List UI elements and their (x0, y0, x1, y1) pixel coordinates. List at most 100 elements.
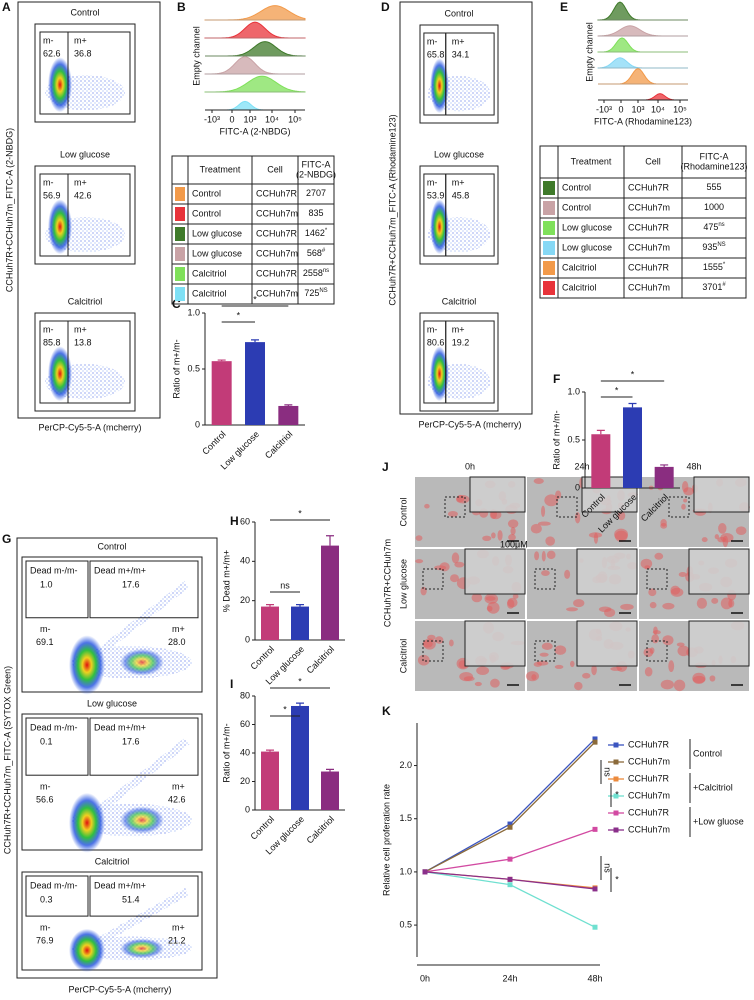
cell-text: Calcitriol (562, 282, 597, 292)
histogram-curve (597, 57, 688, 69)
cell-text: CCHuh7R (628, 262, 670, 272)
point (592, 736, 598, 742)
mark: # (722, 282, 726, 288)
legend-label: CCHuh7R (628, 739, 670, 749)
cell-blob (439, 562, 450, 572)
gate (89, 717, 199, 776)
x-tick-label: 0 (618, 104, 623, 114)
cell-blob (420, 586, 427, 596)
cell-blob (651, 634, 660, 644)
color-swatch (543, 181, 555, 195)
gate-name: m- (427, 177, 438, 187)
y-tick-label: 60 (240, 719, 250, 729)
cell-blob (644, 565, 651, 570)
legend-label: CCHuh7m (628, 824, 670, 834)
gate-name: m+ (452, 177, 465, 187)
gate-name: m- (40, 624, 51, 634)
value: 2558 (303, 268, 323, 278)
cell-blob (544, 494, 559, 507)
cell-blob (507, 519, 519, 528)
y-tick-label: 0 (245, 634, 250, 644)
cell-blob (530, 523, 542, 534)
cell-blob (447, 511, 458, 517)
cell-blob (644, 666, 653, 677)
zoom-box (422, 640, 444, 662)
y-tick-label: 0 (245, 804, 250, 814)
cell-blob (718, 522, 727, 534)
point (592, 924, 598, 930)
zoom-inset (576, 548, 638, 595)
cell-blob (683, 498, 688, 503)
gate-value: 51.4 (122, 894, 140, 904)
cell-value: 3701# (702, 282, 726, 293)
cell-blob (573, 599, 585, 608)
gate-name: m+ (172, 922, 185, 932)
panel-label: K (382, 704, 391, 718)
x-tick-label: -10³ (596, 104, 612, 114)
x-tick-label: Calcitriol (305, 814, 336, 845)
cell-blob (574, 681, 583, 691)
cell-blob (649, 601, 657, 609)
cell-blob (534, 551, 540, 561)
cell-blob (673, 679, 686, 692)
series-line (424, 738, 596, 873)
significance: * (237, 310, 241, 320)
error-bar (326, 768, 334, 772)
bar (321, 545, 339, 640)
x-tick-label: 10⁵ (288, 114, 302, 124)
gate-value: 0.1 (40, 736, 53, 746)
x-tick-label: -10³ (204, 114, 220, 124)
cell-value: 1555* (703, 262, 726, 273)
cell-text: CCHuh7m (628, 202, 670, 212)
gate-value: 80.6 (427, 337, 445, 347)
x-tick-label: 10⁵ (673, 104, 687, 114)
point (422, 869, 428, 875)
gate (89, 560, 199, 619)
zoom-box (646, 568, 668, 590)
panel-frame (16, 537, 218, 979)
scale-label: 100μM (500, 539, 528, 549)
gate-name: Dead m-/m- (30, 880, 78, 890)
cell-blob (670, 587, 684, 597)
column-header: Cell (645, 156, 661, 166)
cell-text: Low glucose (192, 228, 242, 238)
gate-value: 36.8 (74, 48, 92, 58)
cell-blob (692, 672, 706, 685)
event-density (48, 199, 72, 255)
column-header: Cell (267, 164, 283, 174)
mark: # (322, 248, 326, 254)
cell-blob (648, 588, 657, 597)
x-tick-label: Calcitriol (263, 429, 294, 460)
plot-title: Low glucose (60, 149, 110, 159)
column-label: 48h (686, 461, 701, 471)
gate-name: Dead m-/m- (30, 565, 78, 575)
gate-name: m- (43, 324, 54, 334)
cell-blob (539, 652, 549, 657)
gate (89, 875, 199, 917)
value: 475 (703, 222, 718, 232)
cell-blob (510, 527, 516, 536)
gate (25, 875, 89, 917)
significance: * (298, 508, 302, 518)
cell-blob (434, 636, 444, 644)
event-density (430, 199, 449, 255)
cell-text: Control (562, 182, 591, 192)
gate-value: 19.2 (452, 337, 470, 347)
cell-text: CCHuh7m (256, 208, 298, 218)
bar (261, 751, 279, 810)
significance: ns (603, 863, 613, 873)
cell-text: Calcitriol (192, 268, 227, 278)
significance: * (283, 704, 287, 714)
gate-name: m+ (74, 324, 87, 334)
panel-frame (17, 1, 161, 419)
cell-blob (456, 494, 465, 503)
error-bar (284, 404, 293, 406)
gate-value: 76.9 (36, 935, 54, 945)
cell-blob (546, 550, 556, 560)
y-tick-label: 40 (240, 747, 250, 757)
gate-value: 53.9 (427, 190, 445, 200)
color-swatch (175, 227, 185, 241)
point (507, 821, 513, 827)
x-tick-label: Calcitriol (305, 644, 336, 675)
y-tick-label: 1.0 (187, 307, 200, 317)
